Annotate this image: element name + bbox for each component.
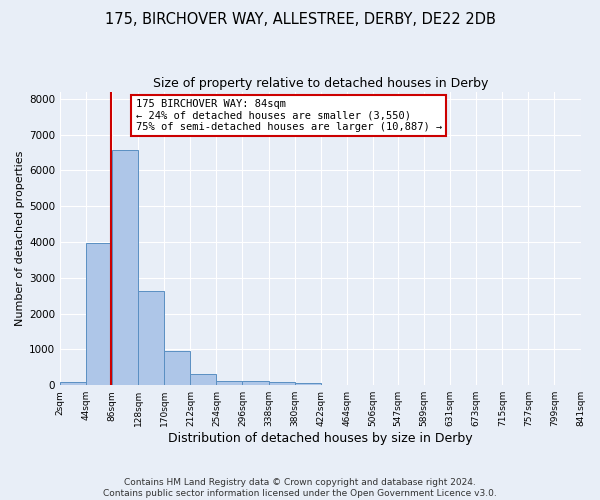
X-axis label: Distribution of detached houses by size in Derby: Distribution of detached houses by size … [168,432,473,445]
Y-axis label: Number of detached properties: Number of detached properties [15,151,25,326]
Bar [190,374,217,385]
Title: Size of property relative to detached houses in Derby: Size of property relative to detached ho… [152,78,488,90]
Bar [138,292,164,385]
Bar [269,382,295,385]
Text: 175, BIRCHOVER WAY, ALLESTREE, DERBY, DE22 2DB: 175, BIRCHOVER WAY, ALLESTREE, DERBY, DE… [104,12,496,28]
Bar [60,382,86,385]
Bar [86,242,112,385]
Bar [242,381,269,385]
Text: Contains HM Land Registry data © Crown copyright and database right 2024.
Contai: Contains HM Land Registry data © Crown c… [103,478,497,498]
Bar [112,150,138,385]
Bar [164,351,190,385]
Bar [295,382,320,385]
Text: 175 BIRCHOVER WAY: 84sqm
← 24% of detached houses are smaller (3,550)
75% of sem: 175 BIRCHOVER WAY: 84sqm ← 24% of detach… [136,99,442,132]
Bar [217,381,242,385]
